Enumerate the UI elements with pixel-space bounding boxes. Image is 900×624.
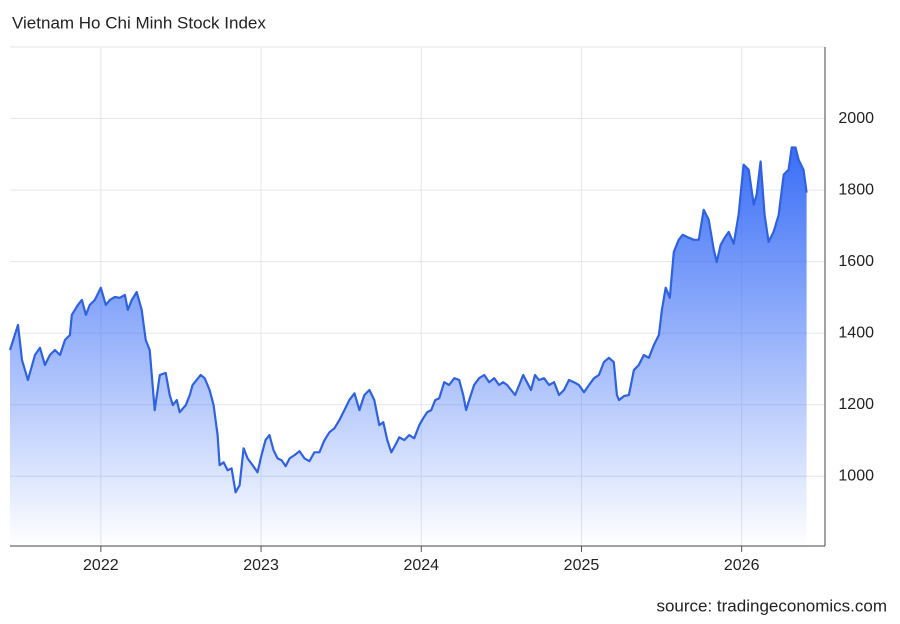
y-tick-label: 1200	[838, 396, 874, 413]
y-tick-label: 1600	[838, 253, 874, 270]
x-tick-label: 2022	[83, 557, 119, 574]
series-line	[8, 146, 808, 494]
x-tick-label: 2024	[403, 557, 439, 574]
x-tick-label: 2026	[724, 557, 760, 574]
area-fill	[10, 147, 807, 546]
source-note: source: tradingeconomics.com	[656, 596, 887, 615]
x-tick-label: 2025	[564, 557, 600, 574]
y-tick-label: 2000	[838, 110, 874, 127]
x-tick-label: 2023	[243, 557, 279, 574]
y-tick-label: 1000	[838, 467, 874, 484]
y-tick-label: 1400	[838, 324, 874, 341]
y-tick-label: 1800	[838, 181, 874, 198]
chart-title: Vietnam Ho Chi Minh Stock Index	[12, 13, 266, 32]
